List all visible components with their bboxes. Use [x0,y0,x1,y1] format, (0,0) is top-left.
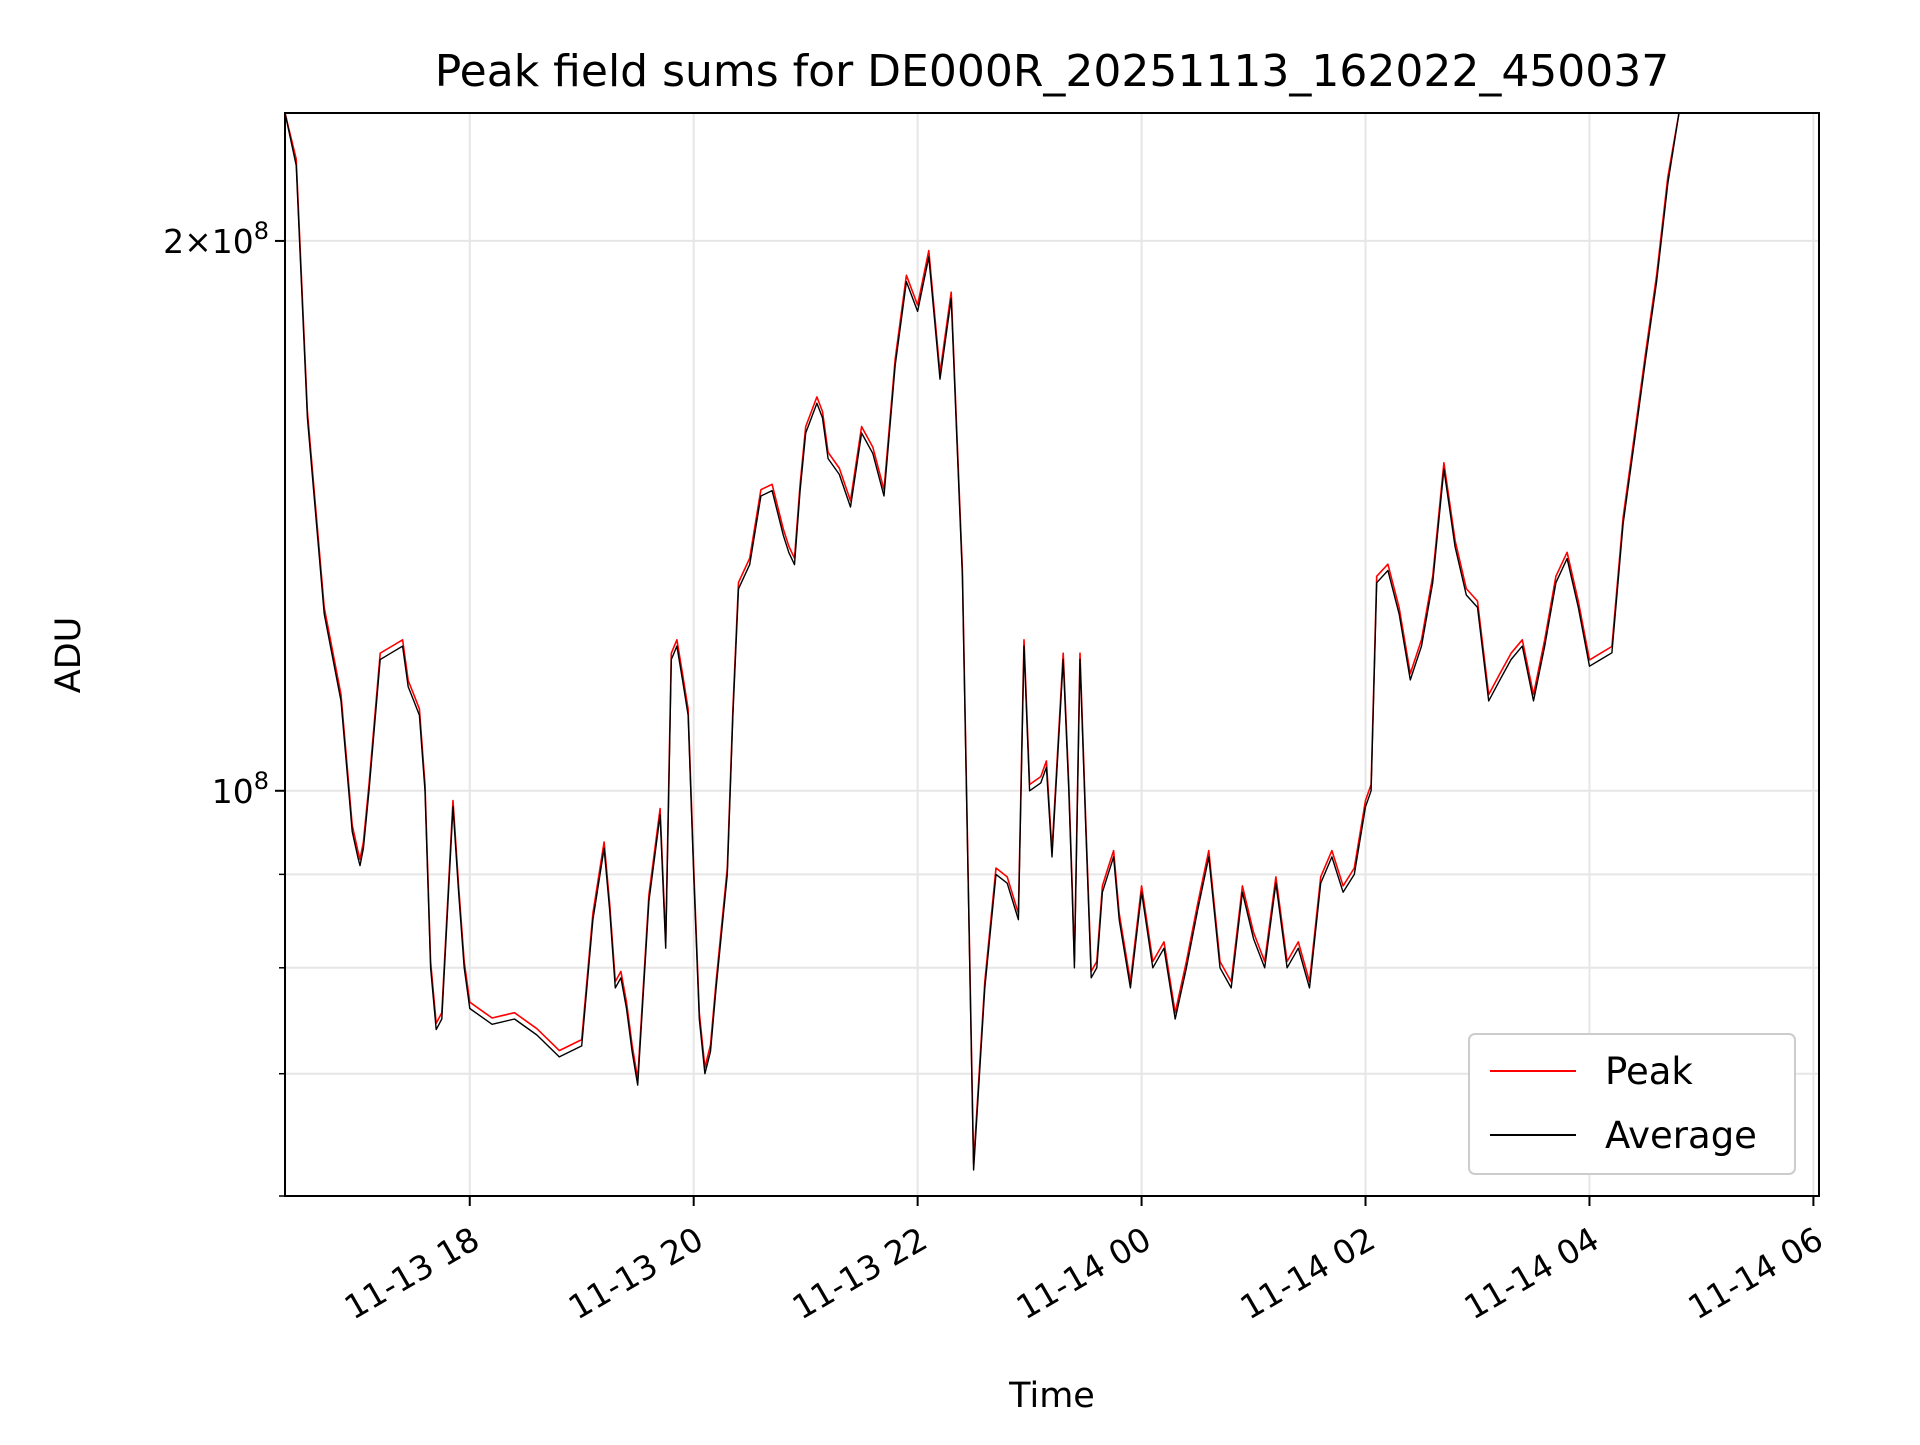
series-line-peak [284,112,1691,1165]
grid [285,113,1819,1197]
x-tick-label: 11-14 02 [1234,1219,1382,1327]
y-tick-label: 108 [212,767,269,811]
plot-frame [284,112,1820,1197]
y-axis-label: ADU [49,617,89,694]
series-lines [284,112,1691,1171]
x-tick-label: 11-14 06 [1681,1219,1829,1327]
x-tick-label: 11-13 22 [786,1219,934,1327]
legend: Peak Average [1468,1033,1796,1175]
y-tick-label: 2×108 [163,217,269,261]
x-tick-label: 11-14 04 [1457,1219,1605,1327]
x-tick-label: 11-13 18 [338,1219,486,1327]
x-axis: 11-13 18 11-13 20 11-13 22 11-14 00 11-14 02… [338,1196,1829,1327]
x-axis-label: Time [1008,1376,1095,1416]
chart-title: Peak field sums for DE000R_20251113_1620… [435,46,1670,97]
legend-label-peak: Peak [1605,1050,1693,1093]
legend-label-average: Average [1605,1114,1757,1157]
series-line-average [284,112,1691,1171]
x-tick-label: 11-14 00 [1010,1219,1158,1327]
legend-box [1468,1033,1796,1175]
x-tick-label: 11-13 20 [562,1219,710,1327]
y-axis: 108 2×108 [163,217,285,1197]
